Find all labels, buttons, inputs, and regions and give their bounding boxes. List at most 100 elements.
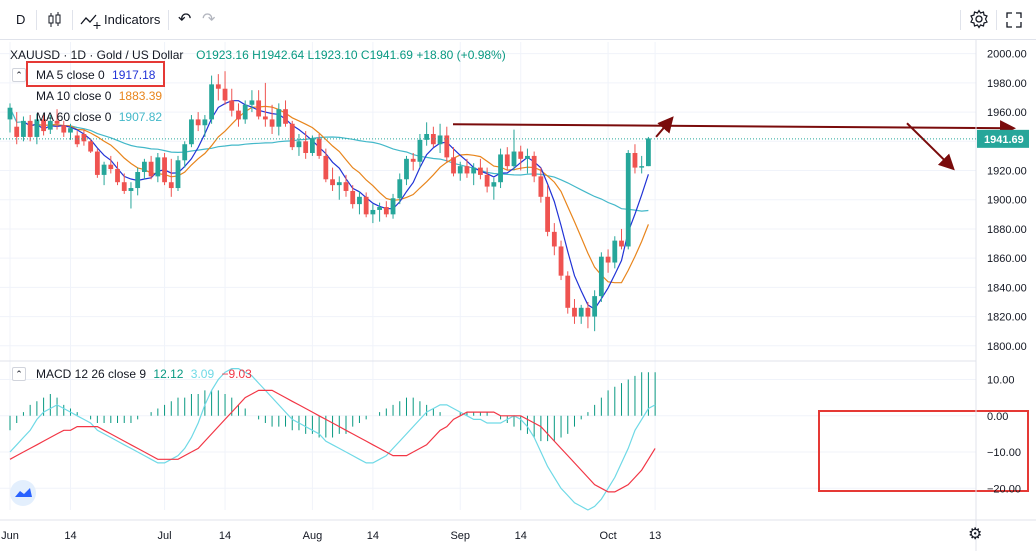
candle	[498, 148, 503, 189]
candle-body	[451, 157, 456, 174]
time-tick-label: 13	[649, 530, 661, 542]
time-tick-label: Jun	[1, 530, 19, 542]
candle-body	[370, 209, 376, 215]
interval-button[interactable]: D	[16, 12, 26, 27]
price-chart-svg[interactable]: 2000.001980.001960.001940.001920.001900.…	[0, 40, 1036, 551]
candle	[209, 75, 214, 124]
ma60-line	[9, 107, 649, 212]
chart-area[interactable]: 2000.001980.001960.001940.001920.001900.…	[0, 40, 1036, 551]
candle-body	[525, 155, 530, 159]
indicators-button[interactable]: Indicators	[104, 12, 161, 27]
candle	[47, 115, 53, 135]
macd-tick-label: 0.00	[987, 411, 1008, 423]
candle	[242, 100, 248, 124]
candle	[162, 152, 167, 186]
ma5-line	[23, 100, 649, 310]
candle	[343, 174, 349, 197]
symbol-title: XAUUSD · 1D · Gold / US Dollar	[10, 48, 184, 62]
symbol-header: XAUUSD · 1D · Gold / US Dollar O1923.16 …	[10, 48, 506, 62]
candle-body	[578, 307, 584, 317]
candle	[289, 120, 295, 151]
candle-body	[390, 198, 396, 215]
candle-body	[632, 152, 638, 168]
fullscreen-icon[interactable]	[1005, 11, 1023, 35]
time-tick-label: Jul	[158, 530, 172, 542]
candle-body	[511, 151, 517, 167]
candle	[81, 129, 87, 146]
candle	[236, 103, 241, 127]
candle-body	[209, 84, 214, 120]
redo-icon[interactable]: ↷	[202, 11, 216, 28]
candle	[202, 115, 208, 137]
candle-body	[135, 171, 141, 189]
candle	[417, 134, 423, 168]
price-tick-label: 1900.00	[987, 195, 1027, 207]
candle-body	[128, 188, 134, 191]
settings-gear-icon[interactable]	[969, 9, 989, 35]
candle-body	[155, 157, 161, 177]
legend-collapse-button[interactable]: ⌃	[12, 68, 26, 82]
price-tick-label: 2000.00	[987, 49, 1027, 61]
candle-body	[464, 166, 470, 174]
macd-legend[interactable]: MACD 12 26 close 9 12.12 3.09 −9.03	[36, 366, 256, 382]
ma60-legend[interactable]: MA 60 close 0 1907.82	[36, 109, 166, 125]
candle-body	[7, 107, 13, 120]
candle-body	[256, 100, 262, 117]
candle-body	[424, 134, 430, 140]
price-tick-label: 1960.00	[987, 107, 1027, 119]
candles-icon[interactable]	[46, 11, 64, 35]
ohlc-open: O1923.16	[196, 48, 249, 62]
indicators-icon[interactable]	[80, 10, 102, 36]
macd-highlight-box	[818, 410, 1029, 492]
candle-body	[444, 135, 450, 158]
macd-tick-label: 10.00	[987, 375, 1015, 387]
candle-body	[162, 157, 167, 183]
candle	[269, 104, 275, 135]
ma5-legend[interactable]: MA 5 close 0 1917.18	[36, 67, 159, 83]
macd-collapse-button[interactable]: ⌃	[12, 367, 26, 381]
candle-body	[236, 110, 241, 120]
candle	[444, 126, 450, 162]
candle-body	[430, 134, 436, 145]
toolbar-divider	[36, 10, 37, 30]
candle-body	[94, 151, 100, 175]
candle	[155, 152, 161, 183]
candle-body	[397, 179, 403, 199]
candle	[531, 151, 537, 183]
candle-body	[484, 174, 490, 187]
macd-tick-label: −10.00	[987, 447, 1021, 459]
candle	[222, 71, 228, 105]
candle-body	[142, 161, 147, 172]
candle	[68, 123, 73, 140]
candle-body	[21, 120, 26, 137]
candle	[605, 249, 611, 273]
ma5-highlight-box	[26, 61, 165, 87]
pullback-arrow	[906, 122, 955, 171]
time-tick-label: Aug	[303, 530, 323, 542]
candle-body	[404, 158, 409, 180]
ohlc-high: H1942.64	[252, 48, 305, 62]
candle	[646, 136, 651, 167]
candle	[632, 144, 638, 174]
candle	[504, 147, 510, 171]
candle	[27, 115, 33, 142]
price-tick-label: 1860.00	[987, 253, 1027, 265]
candle-body	[115, 169, 120, 183]
axis-settings-gear-icon[interactable]: ⚙	[968, 526, 983, 543]
candle-body	[108, 164, 114, 170]
candles-layer	[7, 71, 651, 332]
undo-icon[interactable]: ↶	[178, 11, 192, 28]
candle	[545, 185, 550, 237]
candle	[330, 167, 335, 191]
ma10-legend[interactable]: MA 10 close 0 1883.39	[36, 88, 166, 104]
candle	[357, 190, 362, 215]
ohlc-change: +18.80 (+0.98%)	[416, 48, 506, 62]
candle-body	[558, 246, 564, 276]
tradingview-logo-icon[interactable]	[10, 480, 36, 506]
candle	[14, 112, 20, 145]
candle-body	[478, 167, 483, 175]
macd-label: MACD 12 26 close 9	[36, 367, 147, 381]
candle	[336, 176, 342, 200]
candle	[518, 145, 524, 171]
candle-body	[101, 164, 107, 175]
